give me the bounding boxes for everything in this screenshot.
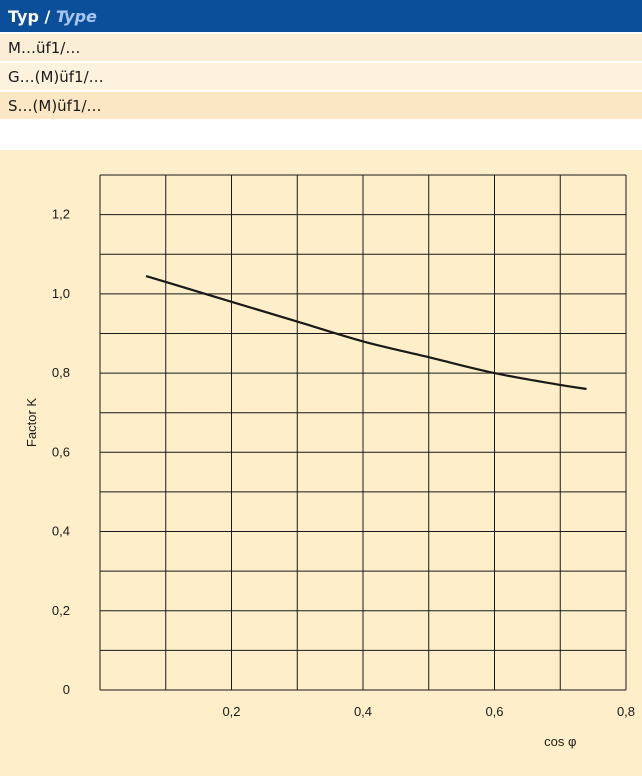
x-tick-label: 0,4 (354, 704, 372, 719)
y-tick-label: 0,2 (52, 603, 70, 618)
y-tick-label: 0,4 (52, 524, 70, 539)
table-row: G…(M)üf1/… (0, 63, 642, 92)
table-row: M…üf1/… (0, 34, 642, 63)
table-header: Typ / Type (0, 0, 642, 32)
x-tick-label: 0,2 (222, 704, 240, 719)
header-label-de: Typ (8, 6, 39, 26)
header-label-en: Type (55, 6, 97, 26)
x-tick-label: 0,6 (485, 704, 503, 719)
y-tick-label: 1,2 (52, 207, 70, 222)
y-tick-label: 0,8 (52, 365, 70, 380)
row-label-m: M…üf1/… (8, 38, 81, 57)
x-axis-label: cos φ (544, 734, 576, 749)
row-label-s: S…(M)üf1/… (8, 96, 102, 115)
y-axis-label: Factor K (24, 398, 39, 447)
row-label-g: G…(M)üf1/… (8, 67, 104, 86)
y-tick-label: 0 (63, 682, 70, 697)
header-separator: / (38, 6, 56, 26)
chart-panel: 0 0,2 0,4 0,6 0,8 1,0 1,2 0,2 0,4 0,6 0,8 Factor K… (0, 150, 642, 776)
y-tick-label: 1,0 (52, 286, 70, 301)
x-tick-label: 0,8 (617, 704, 635, 719)
y-tick-label: 0,6 (52, 444, 70, 459)
series-line (145, 274, 587, 391)
factor-k-chart: 0 0,2 0,4 0,6 0,8 1,0 1,2 0,2 0,4 0,6 0,8 Factor K… (24, 174, 635, 749)
table-row: S…(M)üf1/… (0, 92, 642, 121)
